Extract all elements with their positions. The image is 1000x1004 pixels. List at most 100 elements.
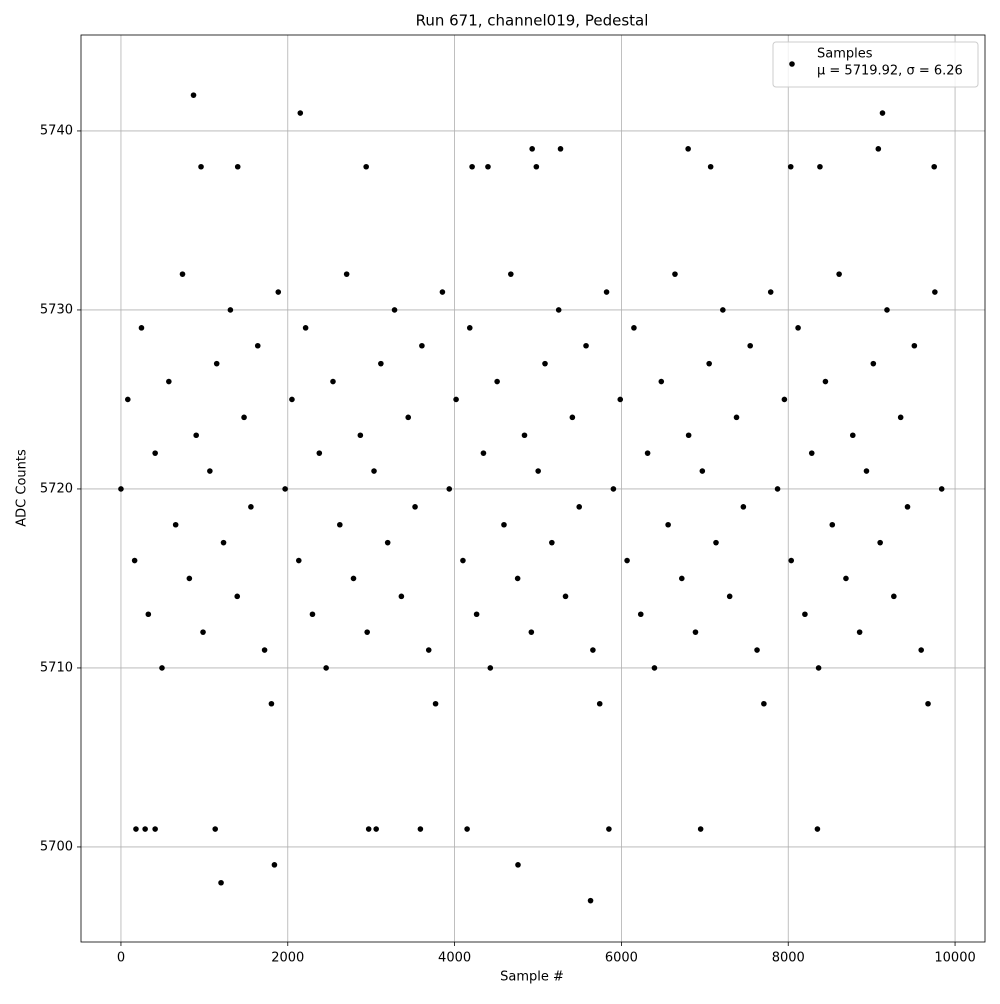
data-point <box>836 271 842 277</box>
data-point <box>213 360 220 367</box>
data-point <box>323 665 329 671</box>
y-tick-label: 5700 <box>40 839 73 854</box>
data-point <box>485 163 491 170</box>
data-point <box>754 647 760 653</box>
data-point <box>875 146 882 152</box>
data-point <box>879 110 886 116</box>
data-point <box>938 486 945 492</box>
chart-title: Run 671, channel019, Pedestal <box>416 12 649 30</box>
data-point <box>596 700 603 707</box>
data-point <box>817 163 823 170</box>
data-point <box>234 593 241 600</box>
data-point <box>542 360 548 367</box>
data-point <box>583 342 589 349</box>
data-point <box>198 163 204 170</box>
x-tick-label: 10000 <box>934 951 975 966</box>
data-point <box>918 647 924 653</box>
data-point <box>555 307 562 313</box>
data-point <box>398 593 405 600</box>
data-point <box>699 468 706 474</box>
data-point <box>271 862 278 868</box>
data-point <box>617 396 624 403</box>
x-tick-label: 2000 <box>271 951 304 966</box>
data-point <box>787 163 794 170</box>
data-point <box>186 575 193 582</box>
data-point <box>384 539 391 546</box>
data-point <box>644 450 651 456</box>
data-point <box>218 879 224 886</box>
data-point <box>241 414 247 421</box>
data-point <box>138 325 145 331</box>
data-point <box>925 700 931 707</box>
data-point <box>391 307 398 313</box>
data-point <box>651 665 658 671</box>
data-point <box>357 432 364 439</box>
data-point <box>720 307 726 313</box>
data-point <box>446 486 453 492</box>
data-point <box>432 700 439 707</box>
data-point <box>587 897 594 904</box>
data-point <box>707 163 714 170</box>
data-point <box>849 432 856 439</box>
data-point <box>679 575 685 582</box>
data-point <box>685 146 691 152</box>
data-point <box>466 325 473 331</box>
data-point <box>697 826 704 832</box>
data-point <box>480 450 487 456</box>
x-axis-label: Sample # <box>500 970 564 985</box>
data-point <box>124 396 131 403</box>
data-point <box>282 486 288 492</box>
data-point <box>829 521 836 528</box>
data-point <box>528 629 535 635</box>
data-point <box>603 289 610 295</box>
data-point <box>733 414 740 421</box>
data-point <box>606 826 612 832</box>
x-tick-label: 0 <box>117 951 125 966</box>
data-point <box>193 432 199 439</box>
data-point <box>514 575 521 582</box>
data-point <box>494 378 500 385</box>
y-tick-label: 5710 <box>40 660 73 675</box>
data-point <box>473 611 480 618</box>
data-point <box>788 557 795 564</box>
x-tick-label: 6000 <box>605 951 638 966</box>
data-point <box>166 378 172 385</box>
data-point <box>417 826 424 832</box>
data-point <box>131 557 138 564</box>
data-point <box>767 289 774 295</box>
data-point <box>590 647 596 653</box>
data-point <box>665 521 671 528</box>
data-point <box>562 593 569 600</box>
data-point <box>814 826 821 832</box>
data-point <box>672 271 678 277</box>
data-point <box>207 468 213 474</box>
data-point <box>856 629 863 635</box>
data-point <box>877 539 883 546</box>
data-point <box>405 414 412 421</box>
data-point <box>248 504 254 510</box>
data-point <box>309 611 316 618</box>
data-point <box>234 163 241 170</box>
data-point <box>774 486 781 492</box>
data-point <box>469 163 475 170</box>
y-tick-label: 5730 <box>40 302 73 317</box>
data-point <box>911 342 918 349</box>
data-point <box>453 396 459 403</box>
data-point <box>373 826 379 832</box>
data-point <box>378 360 384 367</box>
data-point <box>802 611 808 618</box>
x-tick-label: 4000 <box>438 951 471 966</box>
data-point <box>740 504 747 510</box>
data-point <box>254 342 261 349</box>
data-point <box>706 360 712 367</box>
data-point <box>569 414 576 421</box>
data-point <box>337 521 343 528</box>
data-point <box>795 325 801 331</box>
data-point <box>515 862 521 868</box>
data-point <box>557 146 564 152</box>
data-point <box>330 378 336 385</box>
data-point <box>425 647 432 653</box>
data-point <box>863 468 870 474</box>
data-point <box>364 629 370 635</box>
data-point <box>815 665 822 671</box>
